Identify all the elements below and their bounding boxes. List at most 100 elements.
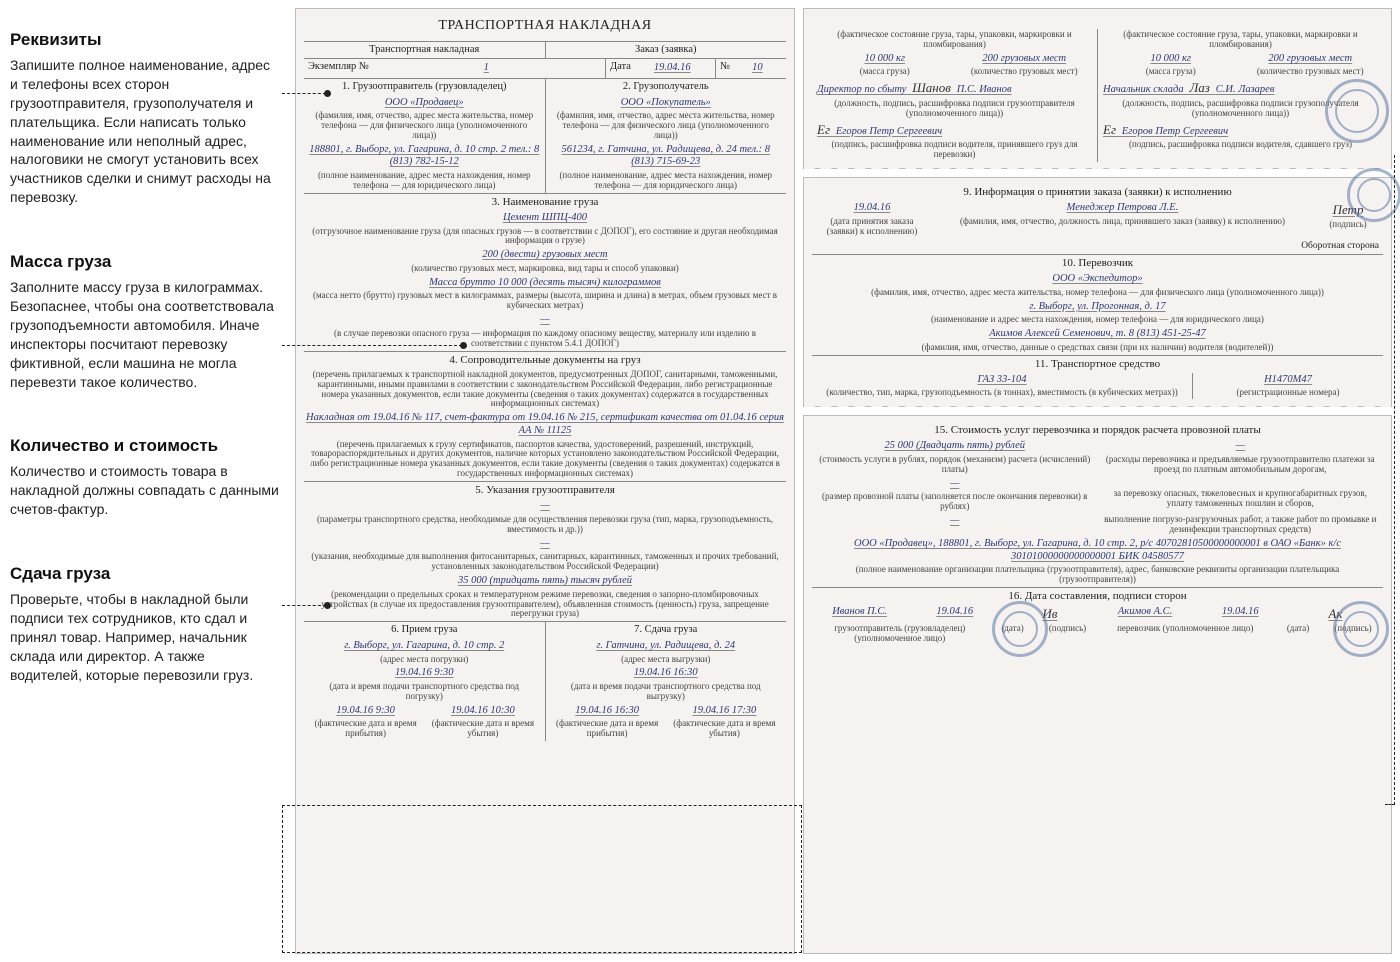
callout-box — [282, 805, 802, 953]
callout-line — [1385, 155, 1395, 805]
sec3-header: 3. Наименование груза — [304, 193, 786, 211]
driver-n-r: (подпись, расшифровка подписи водителя, … — [1101, 139, 1380, 152]
carrier-addr: г. Выборг, ул. Прогонная, д. 17 — [812, 300, 1383, 315]
cargo-mass: Масса брутто 10 000 (десять тысяч) килог… — [304, 276, 786, 291]
s15-price: 25 000 (Двадцать пять) рублей — [812, 439, 1098, 454]
sec6-header: 6. Прием груза — [304, 622, 546, 639]
callout-line — [282, 345, 462, 346]
cargo-n1: (отгрузочное наименование груза (для опа… — [304, 226, 786, 249]
shipper-addr: 188801, г. Выборг, ул. Гагарина, д. 10 с… — [307, 143, 542, 170]
sec15-header: 15. Стоимость услуг перевозчика и порядо… — [812, 422, 1383, 439]
cargo-n4: (в случае перевозки опасного груза — инф… — [304, 328, 786, 351]
s7-addr: г. Гатчина, ул. Радищева, д. 24 — [549, 639, 784, 654]
s5-price: 35 000 (тридцать пять) тысяч рублей — [304, 574, 786, 589]
doc-title: ТРАНСПОРТНАЯ НАКЛАДНАЯ — [304, 15, 786, 41]
callout-dot-icon — [324, 602, 331, 609]
sig-note-top-r: (фактическое состояние груза, тары, упак… — [1101, 29, 1380, 52]
s6-a1: 19.04.16 9:30 — [307, 704, 424, 719]
stamp-icon — [992, 601, 1048, 657]
copy-label: Экземпляр № — [308, 61, 369, 76]
s7-a1n: (фактические дата и время прибытия) — [549, 718, 666, 741]
places-l: 200 грузовых мест — [955, 52, 1095, 67]
annotation-block: Реквизиты Запишите полное наименование, … — [10, 30, 280, 207]
sec9-header: 9. Информация о принятии заказа (заявки)… — [812, 184, 1383, 201]
s11-model-n: (количество, тип, марка, грузоподъемност… — [812, 387, 1192, 400]
vehicle-model: ГАЗ 33-104 — [812, 373, 1192, 388]
shipper-name: ООО «Продавец» — [307, 96, 542, 111]
annotation-text: Заполните массу груза в килограммах. Без… — [10, 278, 280, 391]
s10-n1: (фамилия, имя, отчество, адрес места жит… — [812, 287, 1383, 300]
s16-ldate: 19.04.16 — [907, 605, 1002, 623]
signatures-sheet: (фактическое состояние груза, тары, упак… — [803, 8, 1392, 169]
s5-n2: (указания, необходимые для выполнения фи… — [304, 551, 786, 574]
cargo-dash: — — [304, 313, 786, 328]
s16-daten2: (дата) — [1273, 623, 1323, 636]
s9-date-n: (дата принятия заказа (заявки) к исполне… — [812, 216, 932, 239]
places-r: 200 грузовых мест — [1241, 52, 1381, 67]
s15-extra-n: за перевозку опасных, тяжеловесных и кру… — [1098, 477, 1384, 511]
s16-lrole: грузоотправитель (грузовладелец) (уполно… — [812, 623, 988, 646]
s15-d2: — — [812, 477, 1098, 492]
tn-label: Транспортная накладная — [304, 42, 546, 59]
cargo-n2: (количество грузовых мест, маркировка, в… — [304, 263, 786, 276]
payer: ООО «Продавец», 188801, г. Выборг, ул. Г… — [812, 537, 1383, 564]
date-label: Дата — [610, 61, 631, 76]
s16-rname: Акимов А.С. — [1098, 605, 1193, 623]
signature-icon: Лаз — [1186, 80, 1213, 95]
annotation-block: Сдача груза Проверьте, чтобы в накладной… — [10, 564, 280, 684]
s6-addr: г. Выборг, ул. Гагарина, д. 10 стр. 2 — [307, 639, 542, 654]
sec11-header: 11. Транспортное средство — [812, 355, 1383, 373]
annotation-title: Количество и стоимость — [10, 436, 280, 456]
s5-d1: — — [304, 499, 786, 514]
sec10-header: 10. Перевозчик — [812, 254, 1383, 272]
stamp-icon — [1333, 601, 1389, 657]
annotation-title: Реквизиты — [10, 30, 280, 50]
payer-n: (полное наименование организации платель… — [812, 564, 1383, 587]
s16-rrole: перевозчик (уполномоченное лицо) — [1098, 623, 1274, 636]
role-n-l: (должность, подпись, расшифровка подписи… — [815, 98, 1094, 121]
s5-n1: (параметры транспортного средства, необх… — [304, 514, 786, 537]
s5-n3: (рекомендации о предельных сроках и темп… — [304, 589, 786, 622]
no-label: № — [720, 61, 730, 76]
s16-lname: Иванов П.С. — [812, 605, 907, 623]
s4-n1: (перечень прилагаемых к транспортной нак… — [304, 369, 786, 412]
copy-no: 1 — [372, 61, 601, 76]
callout-dot-icon — [324, 90, 331, 97]
s10-n3: (фамилия, имя, отчество, данные о средст… — [812, 342, 1383, 355]
driver-n-l: (подпись, расшифровка подписи водителя, … — [815, 139, 1094, 162]
driver-r: Егоров Петр Сергеевич — [1122, 126, 1228, 137]
annotation-text: Количество и стоимость товара в накладно… — [10, 462, 280, 519]
mass-n-l: (масса груза) — [815, 66, 955, 79]
shipper-hint1: (фамилия, имя, отчество, адрес места жит… — [307, 110, 542, 143]
consignee-addr: 561234, г. Гатчина, ул. Радищева, д. 24 … — [549, 143, 784, 170]
s10-n2: (наименование и адрес места нахождения, … — [812, 314, 1383, 327]
vehicle-reg: Н1470М47 — [1193, 373, 1383, 388]
header-date: 19.04.16 — [634, 61, 711, 76]
sig-note-top-l: (фактическое состояние груза, тары, упак… — [815, 29, 1094, 52]
s7-addr-n: (адрес места выгрузки) — [549, 654, 784, 667]
payment-sheet: 15. Стоимость услуг перевозчика и порядо… — [803, 415, 1392, 954]
cargo-name: Цемент ШПЦ-400 — [304, 211, 786, 226]
s15-work-n: выполнение погрузо-разгрузочных работ, а… — [1098, 514, 1384, 537]
s15-d1: — — [1098, 439, 1384, 454]
s11-reg-n: (регистрационные номера) — [1193, 387, 1383, 400]
s5-d2: — — [304, 537, 786, 552]
consignee-hint2: (полное наименование, адрес места нахожд… — [549, 170, 784, 193]
order-label: Заказ (заявка) — [546, 42, 787, 59]
places-n-r: (количество грузовых мест) — [1241, 66, 1381, 79]
sec16-header: 16. Дата составления, подписи сторон — [812, 587, 1383, 605]
s6-dt-n: (дата и время подачи транспортного средс… — [307, 681, 542, 704]
s6-a1n: (фактические дата и время прибытия) — [307, 718, 424, 741]
s16-rdate: 19.04.16 — [1193, 605, 1288, 623]
sec5-header: 5. Указания грузоотправителя — [304, 481, 786, 499]
header-no: 10 — [733, 61, 782, 76]
role-r: Начальник склада — [1103, 84, 1184, 95]
sec4-header: 4. Сопроводительные документы на груз — [304, 351, 786, 369]
s7-dt-n: (дата и время подачи транспортного средс… — [549, 681, 784, 704]
annotation-text: Запишите полное наименование, адрес и те… — [10, 56, 280, 207]
driver-l: Егоров Петр Сергеевич — [836, 126, 942, 137]
name-l: П.С. Иванов — [957, 84, 1012, 95]
places-n-l: (количество грузовых мест) — [955, 66, 1095, 79]
annotation-block: Количество и стоимость Количество и стои… — [10, 436, 280, 519]
annotation-sidebar: Реквизиты Запишите полное наименование, … — [0, 0, 295, 962]
